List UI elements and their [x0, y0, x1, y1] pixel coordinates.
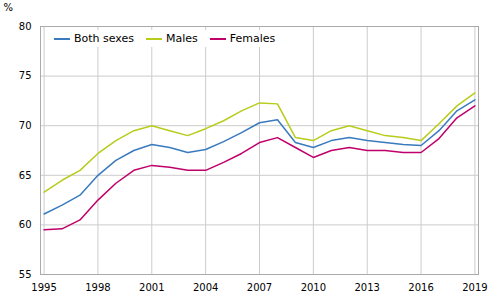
svg-text:2004: 2004 [193, 282, 218, 293]
svg-text:%: % [4, 2, 14, 13]
svg-text:55: 55 [19, 269, 32, 280]
html-text:Females: Females [229, 32, 276, 45]
svg-text:1995: 1995 [31, 282, 56, 293]
svg-text:60: 60 [19, 219, 32, 230]
svg-text:2010: 2010 [301, 282, 326, 293]
svg-text:2016: 2016 [408, 282, 433, 293]
svg-text:2019: 2019 [462, 282, 487, 293]
svg-text:1998: 1998 [85, 282, 110, 293]
svg-text:2007: 2007 [247, 282, 272, 293]
svg-text:2013: 2013 [354, 282, 379, 293]
svg-text:65: 65 [19, 170, 32, 181]
svg-text:70: 70 [19, 120, 32, 131]
svg-text:80: 80 [19, 21, 32, 32]
html-text:Both sexes: Both sexes [74, 32, 134, 45]
svg-text:2001: 2001 [139, 282, 164, 293]
svg-text:75: 75 [19, 70, 32, 81]
html-text:Males: Males [166, 32, 198, 45]
